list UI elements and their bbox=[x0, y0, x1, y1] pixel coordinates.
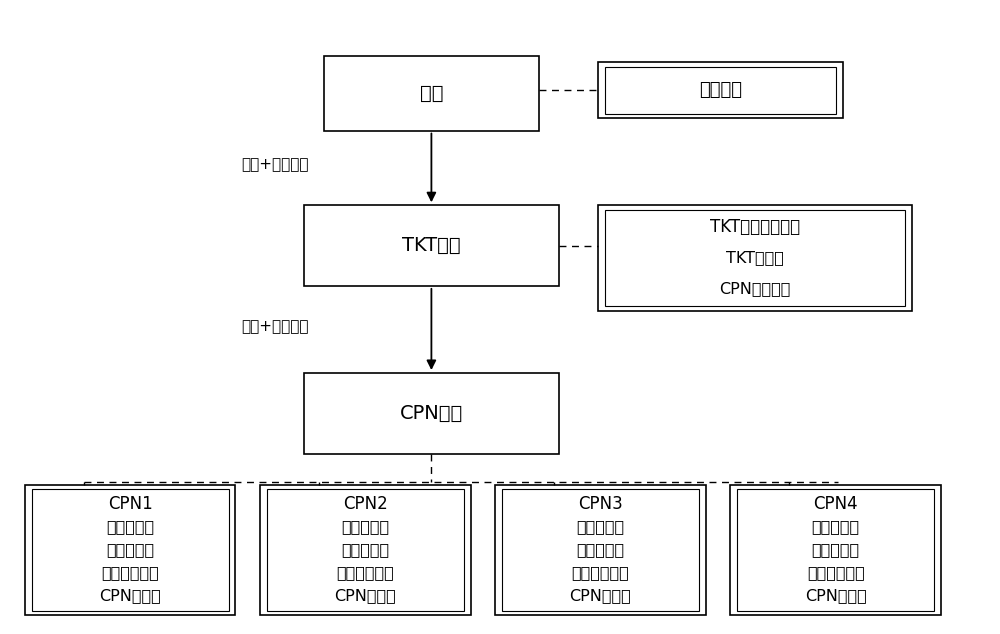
Text: 控件控制逻辑: 控件控制逻辑 bbox=[572, 566, 629, 581]
Text: 数据项绑定: 数据项绑定 bbox=[812, 543, 860, 557]
Text: 数据项绑定: 数据项绑定 bbox=[106, 543, 154, 557]
Text: 有效性检查: 有效性检查 bbox=[341, 519, 389, 534]
Bar bbox=[32, 489, 229, 611]
Text: 业务处理: 业务处理 bbox=[699, 81, 742, 99]
Text: 数据项绑定: 数据项绑定 bbox=[341, 543, 389, 557]
Text: 属性+事件委托: 属性+事件委托 bbox=[241, 157, 308, 172]
Bar bbox=[737, 489, 934, 611]
Bar bbox=[324, 56, 539, 131]
Text: CPN控件加载: CPN控件加载 bbox=[719, 281, 790, 297]
Bar bbox=[304, 205, 559, 286]
Text: 数据项绑定: 数据项绑定 bbox=[576, 543, 625, 557]
Text: CPN4: CPN4 bbox=[813, 495, 858, 513]
Bar bbox=[605, 209, 905, 306]
Bar bbox=[267, 489, 464, 611]
Text: TKT控件: TKT控件 bbox=[402, 236, 461, 255]
Text: 控件控制逻辑: 控件控制逻辑 bbox=[336, 566, 394, 581]
Text: 有效性检查: 有效性检查 bbox=[106, 519, 154, 534]
Text: 控件控制逻辑: 控件控制逻辑 bbox=[807, 566, 865, 581]
Text: 界面: 界面 bbox=[420, 84, 443, 103]
Bar bbox=[260, 485, 471, 615]
Bar bbox=[598, 205, 912, 311]
Text: 有效性检查: 有效性检查 bbox=[576, 519, 625, 534]
Text: CPN级事件: CPN级事件 bbox=[805, 588, 867, 604]
Text: CPN级事件: CPN级事件 bbox=[334, 588, 396, 604]
Bar bbox=[730, 485, 941, 615]
Bar bbox=[605, 67, 836, 114]
Text: 控件控制逻辑: 控件控制逻辑 bbox=[101, 566, 159, 581]
Bar bbox=[304, 373, 559, 454]
Text: CPN控件: CPN控件 bbox=[400, 404, 463, 423]
Text: CPN1: CPN1 bbox=[108, 495, 152, 513]
Bar bbox=[495, 485, 706, 615]
Text: TKT级有效性检查: TKT级有效性检查 bbox=[710, 218, 800, 236]
Text: CPN级事件: CPN级事件 bbox=[570, 588, 631, 604]
Text: TKT级事件: TKT级事件 bbox=[726, 250, 784, 266]
Bar bbox=[25, 485, 235, 615]
Text: 有效性检查: 有效性检查 bbox=[812, 519, 860, 534]
Text: CPN级事件: CPN级事件 bbox=[99, 588, 161, 604]
Text: 属性+事件委托: 属性+事件委托 bbox=[241, 319, 308, 334]
Bar bbox=[502, 489, 699, 611]
Bar bbox=[598, 62, 843, 118]
Text: CPN2: CPN2 bbox=[343, 495, 388, 513]
Text: CPN3: CPN3 bbox=[578, 495, 623, 513]
